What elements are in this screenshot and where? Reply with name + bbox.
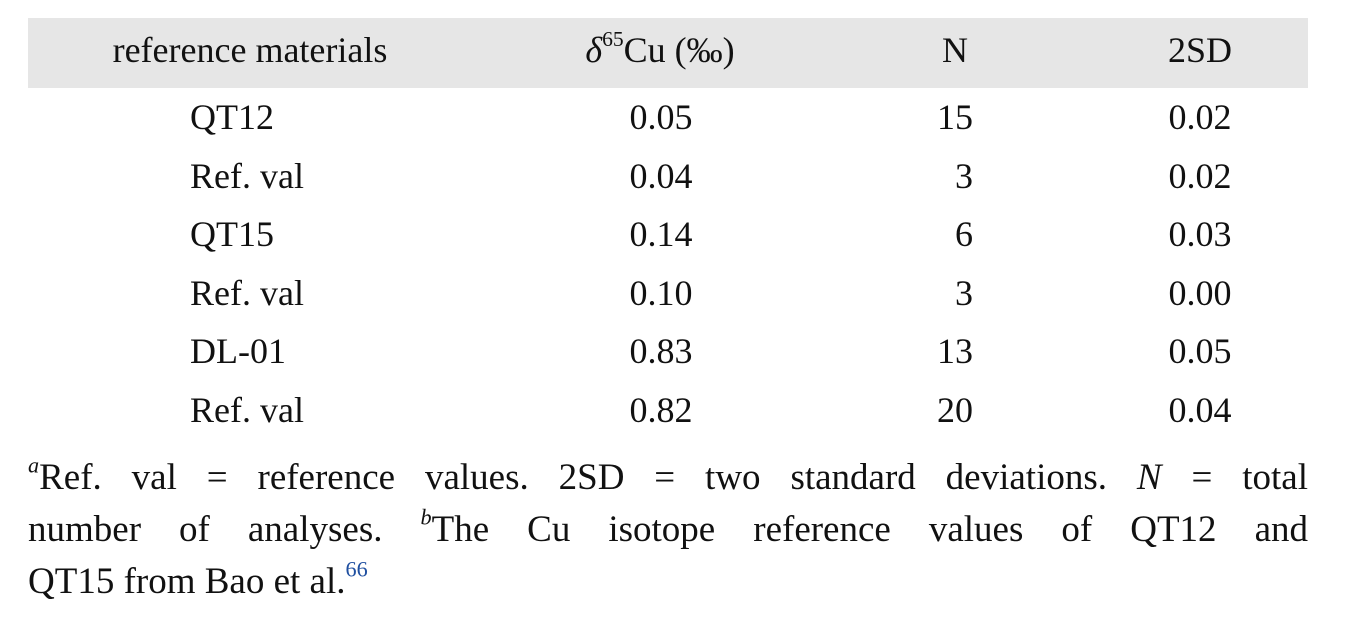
table-cell: 0.04 <box>1168 389 1232 430</box>
header-cell: reference materials <box>112 30 388 70</box>
table-cell: Ref. val <box>190 389 304 430</box>
footnote-line: number of analyses. bThe Cu isotope refe… <box>28 504 1308 556</box>
footnote-mark: a <box>28 452 40 478</box>
table-cell: 13 <box>937 331 973 371</box>
citation: 66 <box>345 556 368 582</box>
footnote-text: number of analyses. <box>28 509 421 550</box>
table-cell: 20 <box>937 389 973 430</box>
header-band <box>28 18 1308 88</box>
footnote-text: N <box>1136 457 1162 498</box>
footnote-line: QT15 from Bao et al.66 <box>28 556 1308 608</box>
table-cell: 0.05 <box>1168 331 1232 371</box>
table-cell: 0.83 <box>629 331 693 371</box>
header-cell: δ65Cu (‰) <box>585 26 735 70</box>
table-cell: 0.02 <box>1168 97 1232 137</box>
table-cell: QT12 <box>190 97 274 137</box>
table-cell: 15 <box>937 97 973 137</box>
table-cell: 0.02 <box>1168 155 1232 196</box>
table-cell: 3 <box>955 272 973 313</box>
table-cell: 0.00 <box>1168 272 1232 313</box>
table-cell: 0.03 <box>1168 214 1232 254</box>
table-cell: Ref. val <box>190 272 304 313</box>
table-cell: 6 <box>955 214 973 254</box>
table-cell: 0.04 <box>629 155 693 196</box>
table-cell: 0.82 <box>629 389 693 430</box>
footnote-line: aRef. val = reference values. 2SD = two … <box>28 452 1308 504</box>
table-cell: 3 <box>955 155 973 196</box>
footnote-text: = total <box>1161 457 1308 498</box>
table-cell: 0.14 <box>629 214 693 254</box>
table-cell: 0.10 <box>629 272 693 313</box>
footnote-mark: b <box>420 504 432 530</box>
table-cell: Ref. val <box>190 155 304 196</box>
table-cell: DL-01 <box>190 331 286 371</box>
footnote-text: Ref. val = reference values. 2SD = two s… <box>39 457 1137 498</box>
footnote-text: QT15 from Bao et al. <box>28 561 346 602</box>
table-cell: QT15 <box>190 214 274 254</box>
superscript: 65 <box>602 26 624 51</box>
header-cell: 2SD <box>1167 30 1233 70</box>
footnote-text: The Cu isotope reference values of QT12 … <box>431 509 1308 550</box>
table-cell: 0.05 <box>629 97 693 137</box>
header-text: Cu (‰) <box>623 30 735 70</box>
delta: δ <box>585 30 603 70</box>
header-cell: N <box>942 30 968 70</box>
